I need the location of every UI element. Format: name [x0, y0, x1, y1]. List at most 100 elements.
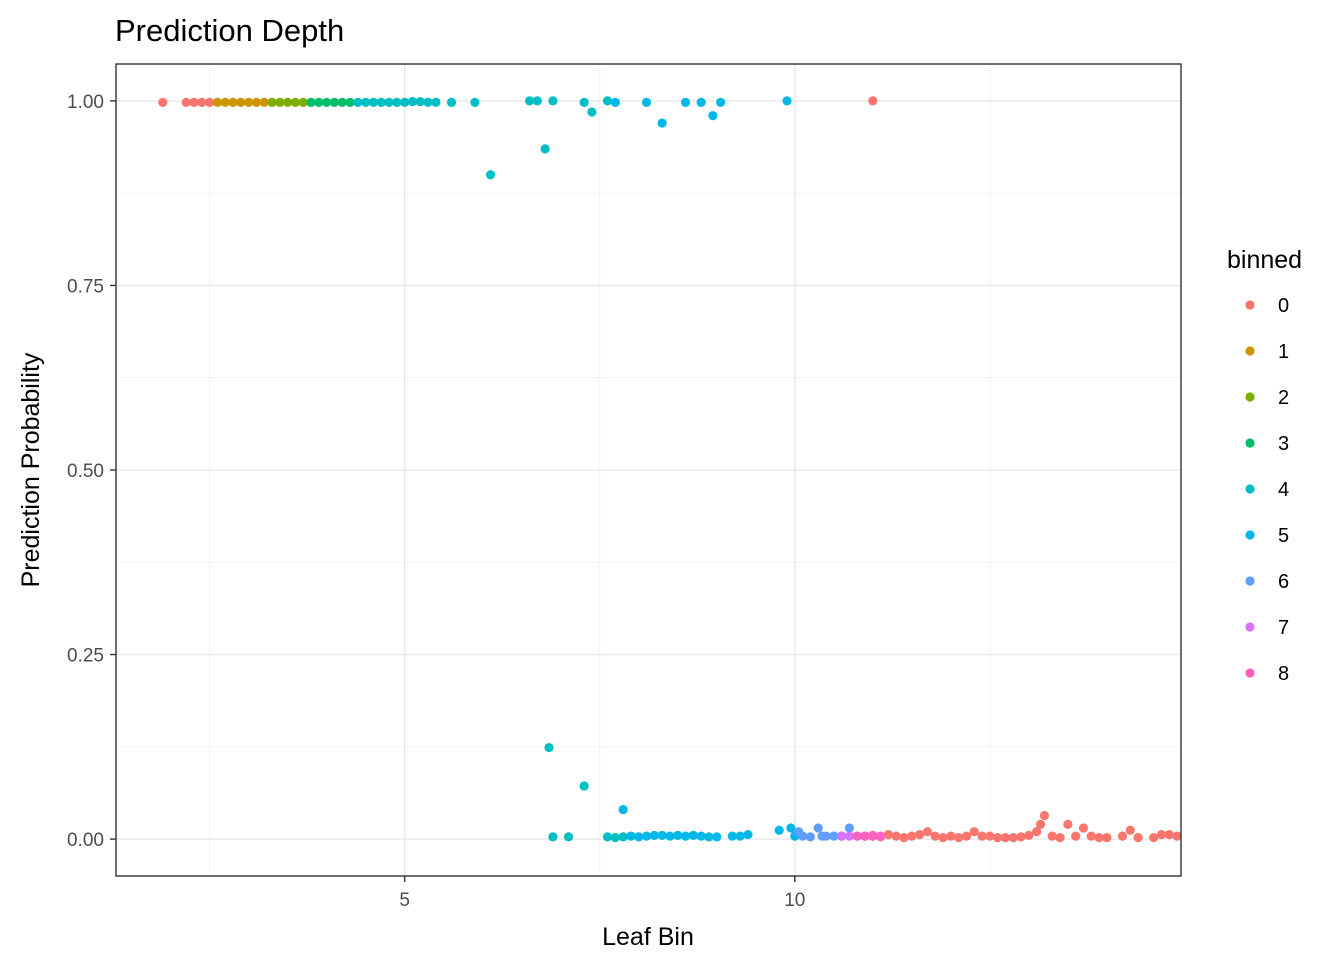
- legend-label-2: 2: [1278, 387, 1289, 409]
- data-point-bin-4: [544, 742, 554, 753]
- y-axis-title: Prediction Probability: [17, 352, 45, 587]
- legend-key-6: [1245, 576, 1255, 586]
- data-point-bin-4: [400, 97, 410, 107]
- data-point-bin-5: [618, 804, 628, 815]
- data-point-bin-5: [696, 97, 706, 107]
- data-point-bin-0: [1024, 830, 1034, 841]
- legend-key-7: [1245, 622, 1255, 632]
- legend-key-0: [1245, 300, 1255, 310]
- data-point-bin-0: [181, 97, 191, 107]
- y-tick-label: 0.50: [67, 461, 104, 482]
- data-point-bin-0: [891, 831, 901, 841]
- data-point-bin-4: [446, 97, 457, 107]
- legend-label-5: 5: [1278, 525, 1289, 547]
- data-point-bin-1: [212, 97, 223, 107]
- data-point-bin-5: [680, 97, 691, 107]
- plot-grid: [116, 64, 1181, 876]
- data-point-bin-7: [844, 831, 855, 841]
- y-tick-label: 0.00: [67, 830, 104, 851]
- data-point-bin-8: [868, 831, 878, 841]
- data-point-bin-5: [665, 831, 675, 841]
- data-point-bin-0: [1172, 831, 1182, 841]
- x-axis-title: Leaf Bin: [602, 923, 694, 951]
- data-point-bin-0: [1125, 825, 1135, 835]
- data-point-bin-3: [306, 97, 316, 107]
- data-point-bin-4: [407, 97, 418, 107]
- legend-label-6: 6: [1278, 571, 1289, 593]
- data-point-bin-3: [329, 97, 340, 107]
- data-point-bin-4: [353, 97, 363, 107]
- data-point-bin-0: [1164, 830, 1174, 840]
- data-point-bin-0: [1156, 830, 1167, 840]
- data-point-bin-6: [821, 831, 831, 841]
- legend-key-2: [1245, 392, 1255, 402]
- x-tick-label: 10: [784, 890, 805, 911]
- data-point-bin-0: [1047, 831, 1057, 841]
- data-point-bin-5: [649, 830, 659, 841]
- data-point-bin-4: [579, 781, 589, 791]
- data-point-bin-0: [1032, 827, 1042, 837]
- data-point-bin-0: [930, 831, 940, 841]
- legend-label-0: 0: [1278, 295, 1289, 317]
- data-point-bin-6: [797, 831, 808, 841]
- data-point-bin-0: [1117, 831, 1128, 841]
- data-point-bin-4: [485, 170, 496, 180]
- legend-label-1: 1: [1278, 341, 1289, 363]
- legend-key-3: [1245, 438, 1255, 448]
- data-point-bin-0: [922, 827, 933, 837]
- data-point-bin-4: [470, 97, 480, 107]
- data-points: [158, 96, 1182, 843]
- data-point-bin-5: [696, 831, 706, 841]
- data-point-bin-5: [786, 823, 796, 833]
- data-point-bin-0: [899, 833, 909, 843]
- data-point-bin-0: [977, 831, 987, 841]
- y-axis: 0.00 0.25 0.50 0.75 1.00: [67, 92, 116, 851]
- y-tick-label: 1.00: [67, 92, 104, 113]
- data-point-bin-4: [392, 97, 402, 107]
- data-point-bin-0: [907, 831, 917, 841]
- legend-label-7: 7: [1278, 617, 1289, 639]
- data-point-bin-0: [915, 830, 925, 840]
- data-point-bin-2: [267, 97, 277, 107]
- legend-title: binned: [1227, 246, 1302, 274]
- data-point-bin-5: [641, 97, 652, 107]
- data-point-bin-0: [1078, 823, 1089, 833]
- data-point-bin-5: [743, 830, 753, 840]
- legend-key-8: [1245, 668, 1255, 678]
- data-point-bin-1: [244, 97, 254, 107]
- data-point-bin-5: [716, 97, 726, 107]
- data-point-bin-0: [868, 96, 878, 106]
- data-point-bin-3: [314, 97, 324, 107]
- legend-key-1: [1245, 346, 1255, 356]
- data-point-bin-5: [657, 118, 667, 128]
- data-point-bin-5: [634, 832, 644, 842]
- data-point-bin-0: [954, 833, 964, 843]
- data-point-bin-2: [275, 97, 285, 107]
- data-point-bin-6: [805, 832, 815, 842]
- data-point-bin-0: [985, 831, 995, 841]
- data-point-bin-5: [688, 830, 698, 841]
- data-point-bin-5: [680, 831, 691, 841]
- data-point-bin-0: [1039, 810, 1050, 821]
- data-point-bin-0: [946, 831, 956, 841]
- legend-key-4: [1245, 484, 1255, 494]
- data-point-bin-8: [852, 831, 862, 841]
- data-point-bin-7: [837, 831, 847, 841]
- data-point-bin-5: [641, 831, 652, 841]
- data-point-bin-5: [708, 111, 718, 121]
- data-point-bin-0: [1035, 819, 1046, 829]
- data-point-bin-4: [368, 97, 379, 107]
- legend: binned 0 1 2 3 4 5 6 7 8: [1227, 246, 1302, 685]
- data-point-bin-4: [384, 97, 394, 107]
- data-point-bin-0: [1008, 833, 1018, 843]
- data-point-bin-0: [158, 97, 168, 107]
- x-axis: 5 10: [399, 876, 805, 911]
- data-point-bin-4: [548, 96, 558, 106]
- data-point-bin-5: [782, 96, 792, 106]
- data-point-bin-0: [1063, 819, 1073, 829]
- data-point-bin-0: [1086, 831, 1096, 841]
- y-tick-label: 0.25: [67, 646, 104, 667]
- chart-title: Prediction Depth: [115, 13, 344, 48]
- data-point-bin-1: [220, 97, 230, 107]
